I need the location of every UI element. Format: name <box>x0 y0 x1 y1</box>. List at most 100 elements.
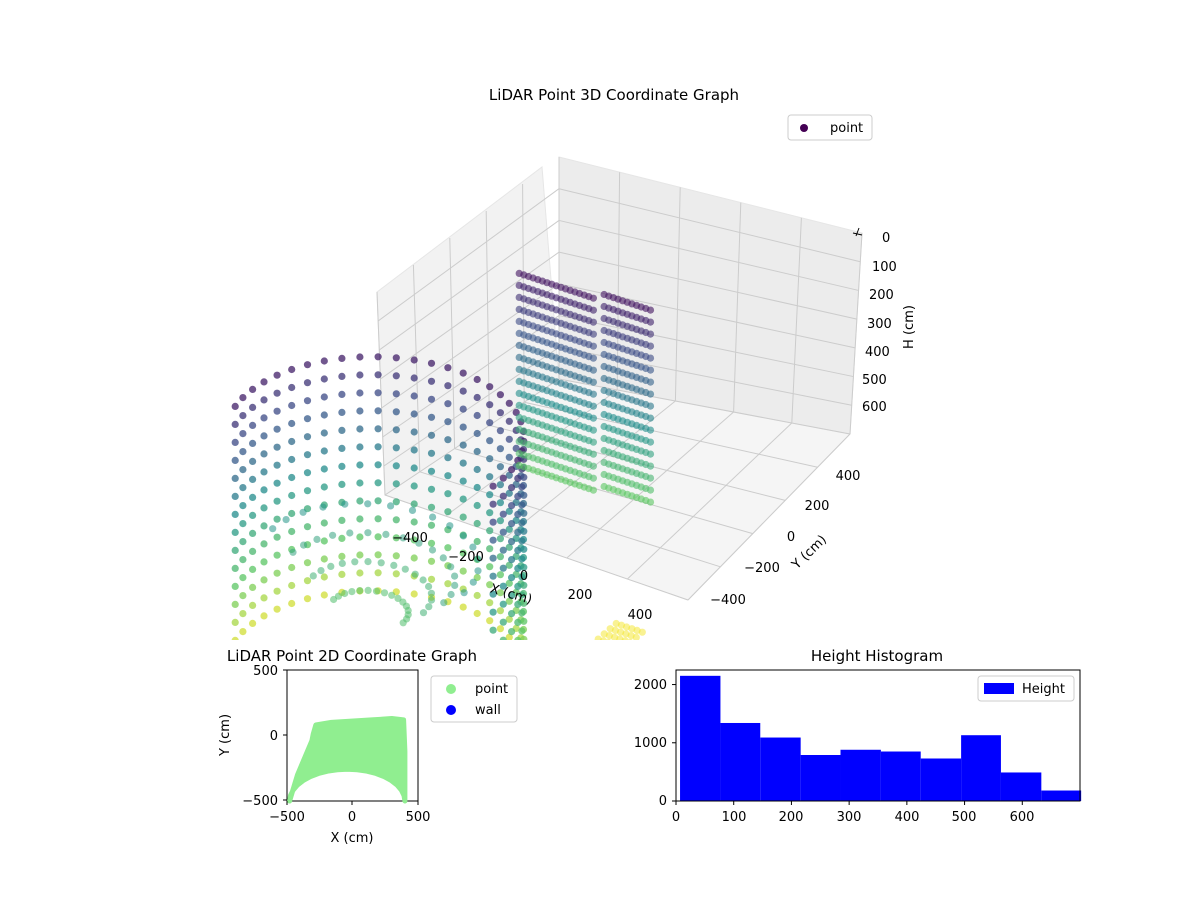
x-tick-label: 600 <box>1010 810 1035 825</box>
lidar-point <box>356 443 364 451</box>
lidar-point <box>459 441 467 449</box>
lidar-point <box>410 374 418 382</box>
lidar-point <box>260 540 268 548</box>
lidar-point <box>486 437 494 445</box>
lidar-point <box>249 493 257 501</box>
lidar-point <box>260 396 268 404</box>
lidar-point <box>249 511 257 519</box>
lidar-point <box>514 618 522 627</box>
lidar-point <box>288 437 296 446</box>
lidar-point <box>239 574 247 582</box>
lidar-point <box>231 528 239 537</box>
lidar-point <box>589 330 598 338</box>
lidar-point <box>646 342 655 350</box>
y-tick-label: −500 <box>242 794 278 809</box>
histogram-bar <box>760 737 801 801</box>
lidar-point <box>320 411 328 419</box>
lidar-point <box>646 354 655 362</box>
lidar-point <box>415 539 423 547</box>
lidar-2d-chart: LiDAR Point 2D Coordinate Graph −500 0 5… <box>0 640 600 900</box>
lidar-point <box>273 533 281 541</box>
lidar-point <box>459 387 467 395</box>
lidar-point <box>249 457 257 465</box>
lidar-point <box>514 582 522 591</box>
lidar-point <box>425 603 433 611</box>
lidar-point <box>518 537 526 545</box>
lidar-point <box>356 497 364 505</box>
y-axis-label-2d: Y (cm) <box>218 714 233 757</box>
lidar-point <box>288 473 296 482</box>
lidar-point <box>392 498 400 506</box>
lidar-point <box>505 489 513 497</box>
lidar-point <box>444 454 452 462</box>
z-tick-label: 400 <box>865 345 890 360</box>
lidar-point <box>505 399 513 407</box>
lidar-point <box>486 527 494 535</box>
lidar-point <box>273 371 281 379</box>
point-cloud-3d <box>231 269 655 724</box>
lidar-point <box>518 555 526 563</box>
lidar-point <box>505 417 513 425</box>
lidar-point <box>364 586 372 595</box>
lidar-point <box>249 475 257 483</box>
lidar-point <box>518 591 526 599</box>
histogram-bar <box>1041 790 1082 801</box>
lidar-point <box>341 589 349 598</box>
lidar-point <box>249 583 257 592</box>
z-tick-label: 500 <box>862 373 887 388</box>
lidar-point <box>356 407 364 415</box>
lidar-point <box>273 461 281 469</box>
lidar-point <box>410 464 418 472</box>
lidar-point <box>427 485 436 493</box>
lidar-point <box>348 588 356 596</box>
lidar-point <box>320 465 328 473</box>
lidar-point <box>260 432 268 440</box>
lidar-point <box>410 554 418 562</box>
x-tick-label: −400 <box>392 531 428 546</box>
lidar-point <box>646 402 655 410</box>
lidar-point <box>374 389 382 397</box>
lidar-point <box>338 462 346 470</box>
lidar-point <box>273 389 281 397</box>
lidar-point <box>459 369 467 377</box>
lidar-point <box>496 499 504 507</box>
lidar-point <box>589 402 598 410</box>
histogram-bar <box>800 755 841 801</box>
lidar-point <box>646 378 655 386</box>
lidar-point <box>374 569 382 577</box>
lidar-point <box>496 535 504 543</box>
lidar-point <box>486 509 494 517</box>
x-tick-label: −200 <box>448 550 484 565</box>
lidar-point <box>459 567 467 575</box>
lidar-point <box>231 474 239 482</box>
lidar-point <box>508 574 516 582</box>
chart-title-3d: LiDAR Point 3D Coordinate Graph <box>489 86 739 104</box>
y-tick-label: 0 <box>270 729 278 744</box>
lidar-point <box>239 484 247 492</box>
lidar-point <box>589 342 598 350</box>
lidar-point <box>249 529 257 538</box>
lidar-point <box>646 498 655 506</box>
lidar-point <box>496 553 504 561</box>
legend-marker-height <box>984 683 1014 694</box>
legend-histogram: Height <box>977 675 1075 702</box>
lidar-point <box>273 407 281 415</box>
lidar-point <box>309 572 317 580</box>
lidar-point <box>231 402 239 410</box>
histogram-bar <box>1000 772 1042 801</box>
lidar-point <box>520 617 528 625</box>
lidar-point <box>401 565 409 573</box>
lidar-point <box>303 415 312 423</box>
lidar-point <box>505 543 513 551</box>
histogram-bar <box>720 722 761 801</box>
lidar-point <box>469 543 477 551</box>
lidar-point <box>473 609 481 618</box>
z-tick-label: 200 <box>869 288 894 303</box>
lidar-point <box>320 483 328 491</box>
lidar-point <box>474 567 482 575</box>
lidar-point <box>239 502 247 510</box>
lidar-3d-chart: LiDAR Point 3D Coordinate Graph −400 −20… <box>231 86 917 724</box>
x-tick-label: 0 <box>520 569 528 584</box>
lidar-point <box>392 426 400 434</box>
lidar-point <box>646 414 655 422</box>
